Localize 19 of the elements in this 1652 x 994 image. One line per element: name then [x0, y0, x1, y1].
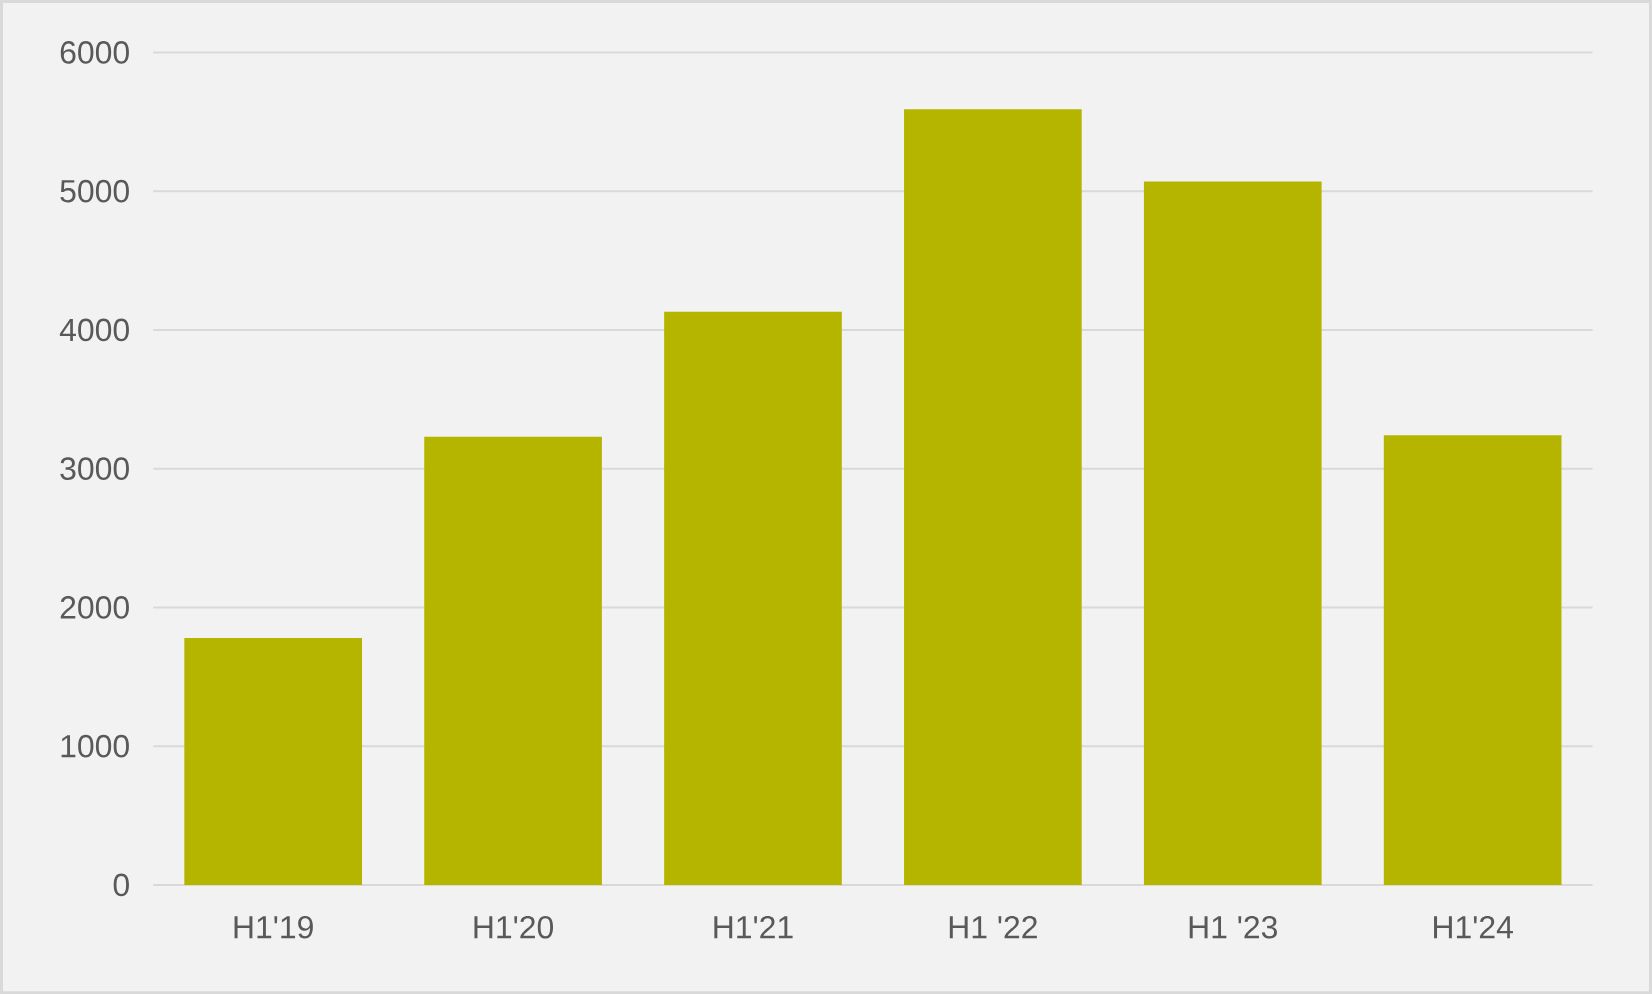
bar: [664, 311, 842, 885]
bar: [184, 637, 363, 885]
x-tick-label: H1 '22: [949, 915, 1037, 939]
bar: [904, 109, 1082, 885]
x-tick-label: H1'20: [474, 915, 554, 939]
y-tick-label: 6000: [60, 41, 129, 64]
y-tick-label: 0: [113, 873, 129, 897]
x-tick-label: H1'19: [234, 915, 313, 939]
y-tick-label: 4000: [59, 318, 129, 342]
bar: [1143, 181, 1322, 885]
bar: [424, 436, 602, 885]
x-tick-label: H1'21: [714, 915, 793, 939]
y-tick-label: 1000: [61, 734, 129, 758]
y-tick-label: 2000: [60, 596, 129, 619]
bar: [1383, 435, 1562, 885]
x-tick-label: H1'24: [1434, 915, 1513, 939]
y-tick-label: 5000: [60, 179, 129, 203]
x-tick-label: H1 '23: [1189, 915, 1277, 939]
y-tick-label: 3000: [60, 457, 129, 480]
